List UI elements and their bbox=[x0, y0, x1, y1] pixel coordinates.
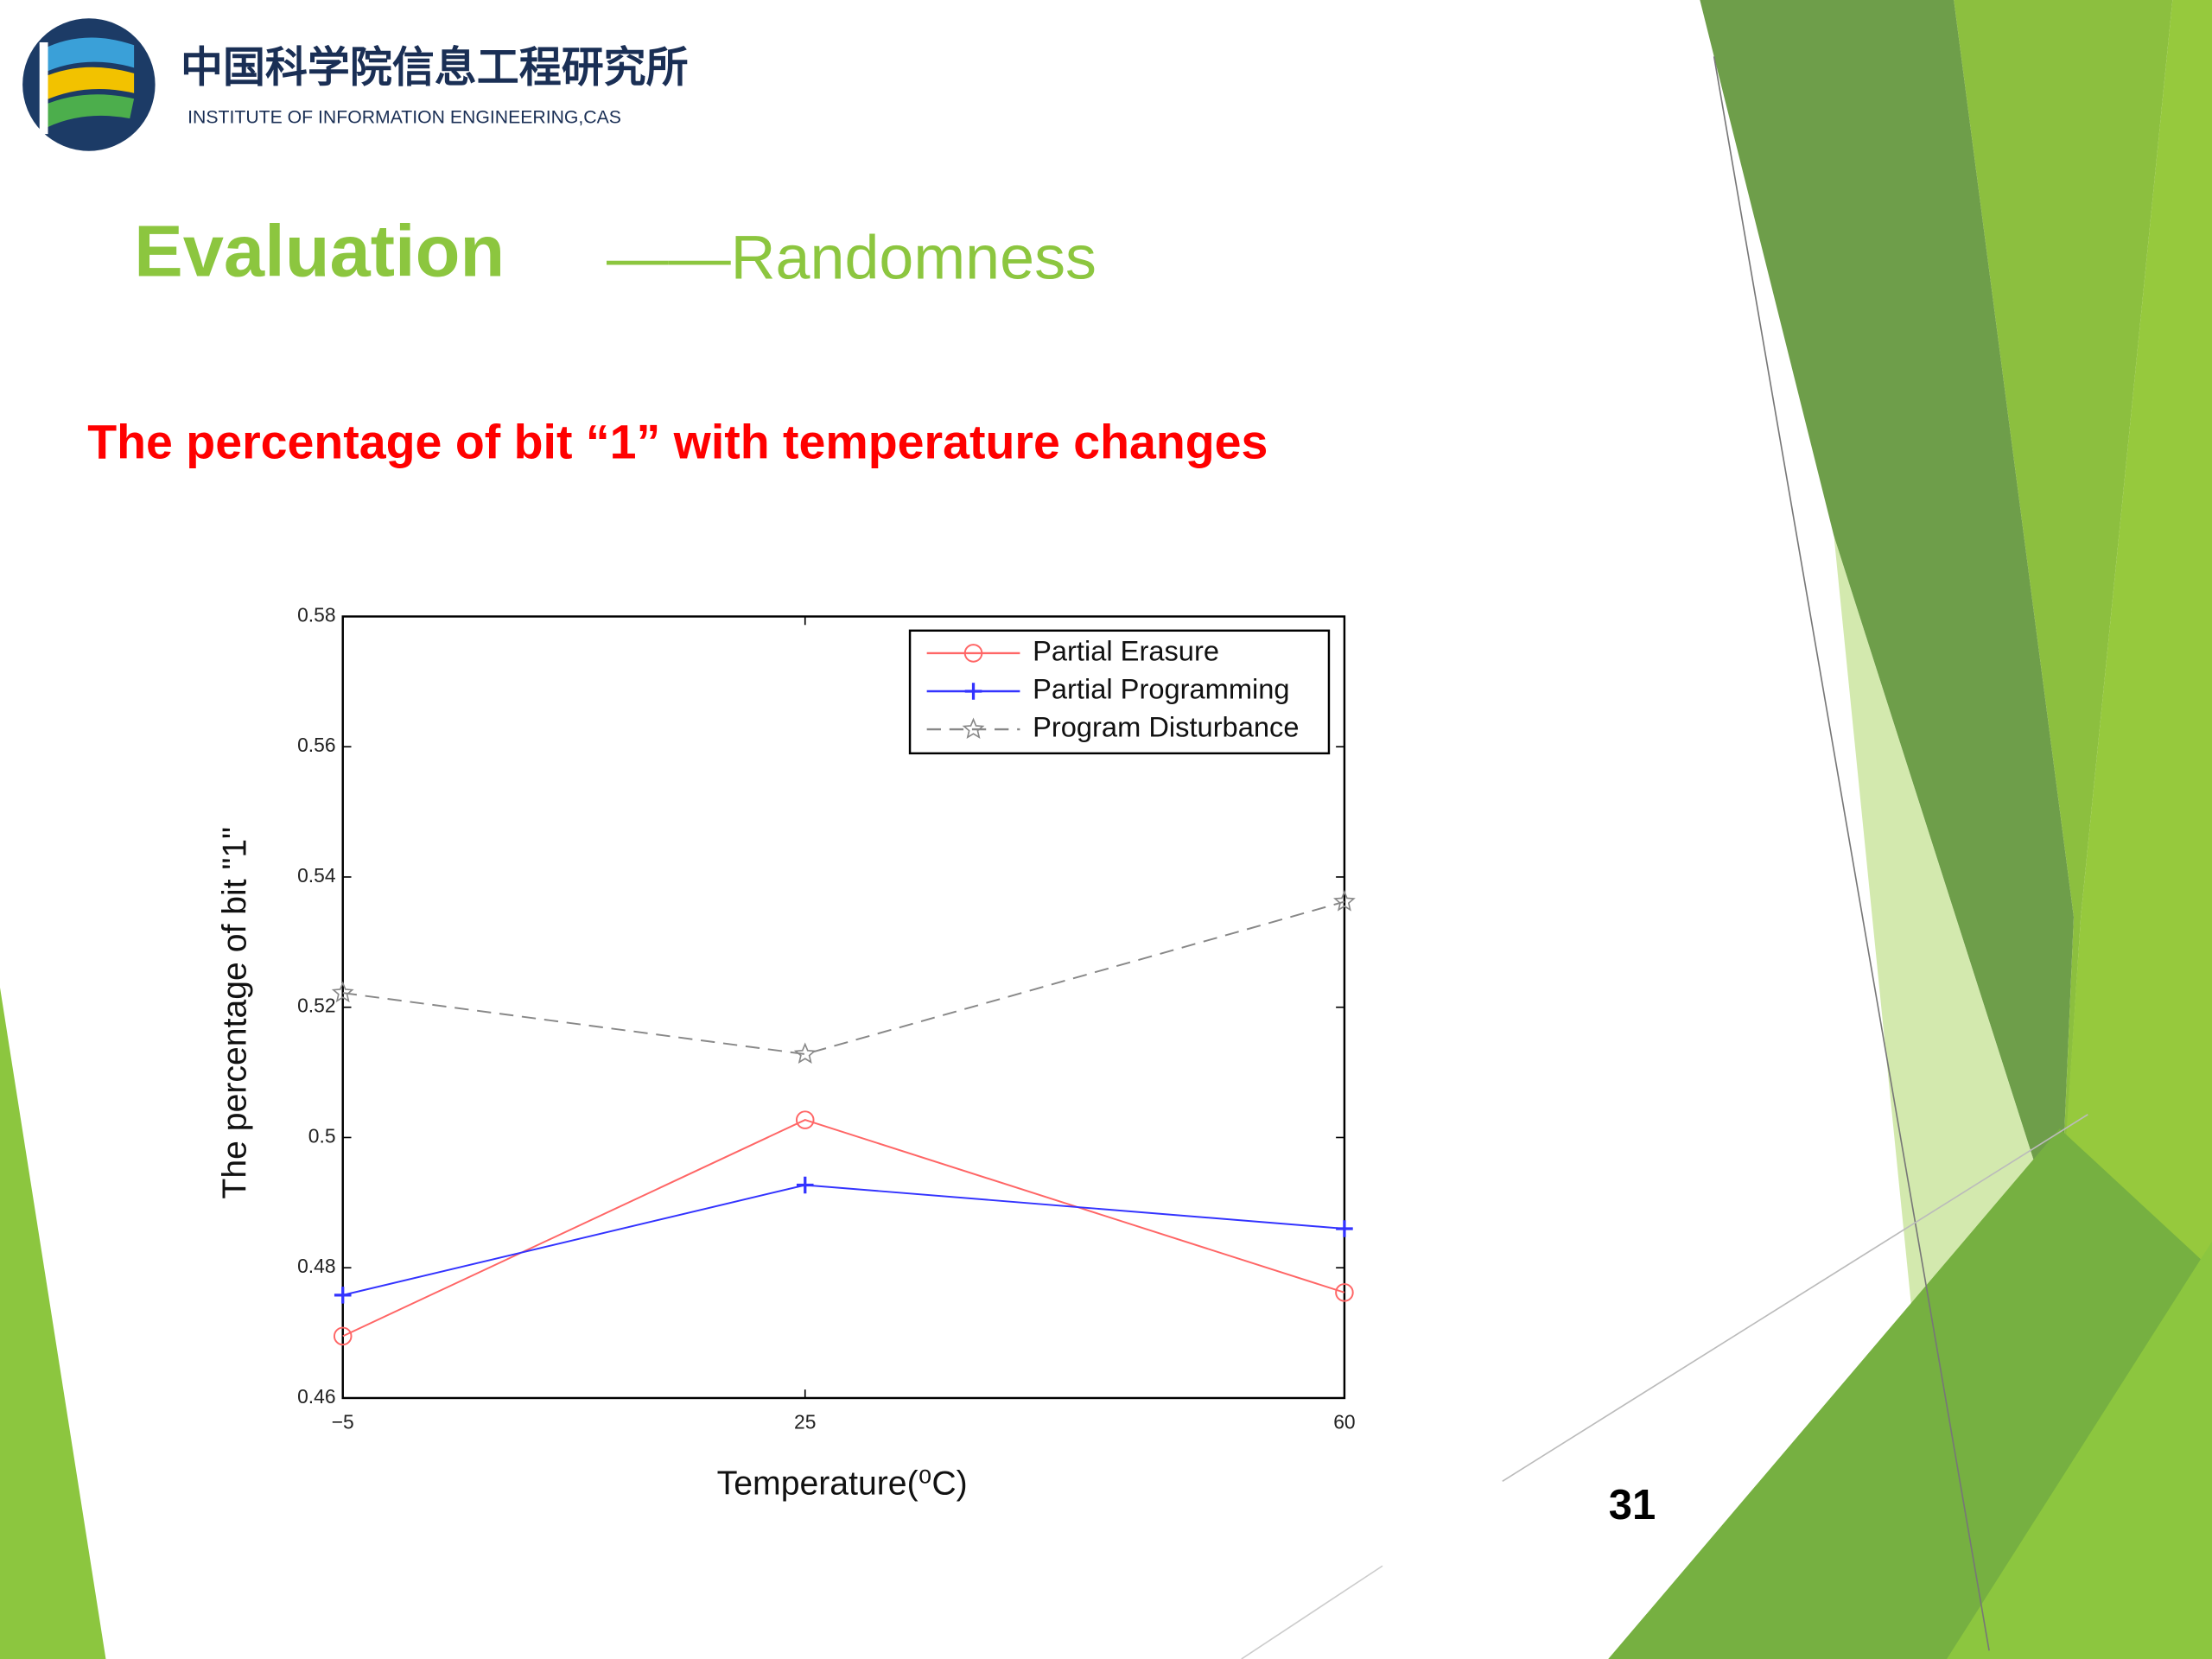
y-tick-label: 0.52 bbox=[297, 995, 335, 1017]
page-number: 31 bbox=[1609, 1482, 1656, 1529]
legend-label: Partial Erasure bbox=[1033, 635, 1219, 667]
marker bbox=[795, 1110, 815, 1129]
logo bbox=[22, 18, 156, 151]
slide-title: Evaluation bbox=[134, 210, 505, 292]
series-line bbox=[342, 900, 1345, 1055]
marker bbox=[793, 1042, 817, 1064]
marker bbox=[1336, 1220, 1353, 1237]
marker bbox=[1333, 890, 1356, 912]
legend-label: Partial Programming bbox=[1033, 673, 1290, 705]
y-tick-label: 0.46 bbox=[297, 1385, 335, 1408]
x-tick-label: 60 bbox=[1333, 1410, 1355, 1433]
marker bbox=[334, 1287, 352, 1304]
legend-marker bbox=[964, 683, 982, 700]
marker bbox=[796, 1176, 814, 1194]
chart: Temperature(⁰C) The percentage of bit "1… bbox=[217, 604, 1356, 1503]
x-tick-label: 25 bbox=[794, 1410, 816, 1433]
legend-marker bbox=[962, 717, 985, 740]
logo-en: INSTITUTE OF INFORMATION ENGINEERING,CAS bbox=[188, 108, 621, 128]
slide-subtitle: The percentage of bit “1” with temperatu… bbox=[87, 416, 1268, 469]
marker bbox=[1335, 1283, 1354, 1302]
legend-label: Program Disturbance bbox=[1033, 711, 1299, 743]
legend: Partial Erasure Partial Programming Progra… bbox=[908, 629, 1331, 755]
y-tick-label: 0.5 bbox=[308, 1124, 336, 1147]
y-tick-label: 0.56 bbox=[297, 734, 335, 756]
marker bbox=[331, 981, 354, 1003]
y-tick-label: 0.48 bbox=[297, 1255, 335, 1277]
series-line bbox=[342, 1119, 1345, 1338]
x-axis-label: Temperature(⁰C) bbox=[717, 1465, 968, 1503]
y-tick-label: 0.54 bbox=[297, 864, 336, 887]
logo-cn: 中国科学院信息工程研究所 bbox=[181, 45, 689, 92]
marker bbox=[333, 1326, 353, 1346]
y-tick-label: 0.58 bbox=[297, 604, 335, 626]
y-axis-label: The percentage of bit "1" bbox=[217, 827, 254, 1199]
x-tick-label: −5 bbox=[332, 1410, 354, 1433]
slide-title-suffix: ——Randomness bbox=[607, 224, 1096, 293]
legend-marker bbox=[963, 644, 983, 663]
